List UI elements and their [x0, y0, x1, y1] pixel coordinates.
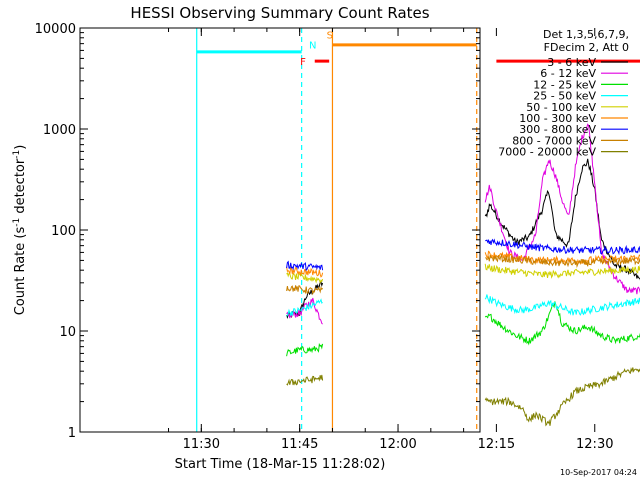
- legend-label: 3 - 6 keV: [547, 56, 596, 69]
- legend: Det 1,3,5,6,7,9, FDecim 2, Att 0 3 - 6 k…: [498, 28, 629, 159]
- legend-label: 300 - 800 keV: [519, 123, 596, 136]
- chart-title: HESSI Observing Summary Count Rates: [130, 4, 429, 22]
- x-tick-label: 12:00: [379, 437, 416, 452]
- x-tick-label: 12:15: [478, 437, 515, 452]
- series-800-7000-kev-line-b: [485, 253, 640, 269]
- legend-header-line-2: FDecim 2, Att 0: [544, 41, 629, 54]
- legend-label: 6 - 12 keV: [540, 67, 596, 80]
- series-3-6-kev-line-b: [484, 158, 640, 281]
- y-tick-label: 10000: [35, 22, 76, 37]
- series-25-50-kev-line-b: [484, 294, 640, 316]
- legend-label: 800 - 7000 keV: [512, 134, 596, 147]
- state-label-n: N: [309, 40, 316, 51]
- y-axis-label: Count Rate (s-1 detector-1): [12, 145, 28, 316]
- x-tick-label: 12:30: [576, 437, 613, 452]
- series-7000-20000-kev-line-b: [484, 367, 640, 427]
- series-100-300-kev-line-a: [286, 266, 324, 278]
- legend-label: 25 - 50 keV: [533, 90, 596, 103]
- y-tick-label: 10: [59, 325, 76, 340]
- legend-label: 12 - 25 keV: [533, 78, 596, 91]
- legend-label: 7000 - 20000 keV: [498, 146, 596, 159]
- series-50-100-kev-line-a: [286, 271, 324, 284]
- legend-label: 100 - 300 keV: [519, 112, 596, 125]
- series-800-7000-kev-line-a: [286, 285, 324, 296]
- legend-label: 50 - 100 keV: [526, 101, 596, 114]
- series-7000-20000-kev-line-a: [286, 374, 324, 386]
- y-tick-label: 1000: [43, 123, 76, 138]
- series-300-800-kev-line-a: [286, 260, 324, 272]
- legend-header-line-1: Det 1,3,5,6,7,9,: [543, 28, 629, 41]
- axes: 11:3011:4512:0012:1512:3012:4513:0011010…: [35, 22, 614, 452]
- x-axis-label: Start Time (18-Mar-15 11:28:02): [175, 457, 386, 472]
- y-tick-label: 1: [68, 426, 76, 441]
- series-25-50-kev-line-a: [286, 298, 323, 317]
- series-12-25-kev-line-b: [484, 301, 640, 346]
- series-50-100-kev-line-b: [484, 263, 640, 279]
- state-label-f: F: [300, 57, 306, 68]
- chart-marks: SNF: [196, 30, 640, 427]
- x-tick-label: 11:30: [183, 437, 220, 452]
- plot-timestamp: 10-Sep-2017 04:24: [560, 468, 637, 477]
- series-12-25-kev-line-a: [286, 342, 324, 357]
- y-tick-label: 100: [51, 224, 76, 239]
- series-300-800-kev-line-b: [485, 238, 640, 256]
- state-label-s: S: [327, 30, 333, 41]
- x-tick-label: 11:45: [281, 437, 318, 452]
